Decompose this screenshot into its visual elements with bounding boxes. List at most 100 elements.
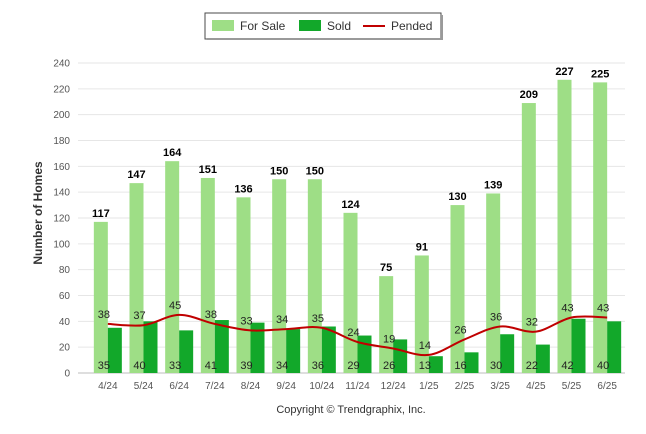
- bar-sold: [321, 326, 336, 373]
- pended-value-label: 26: [454, 324, 466, 336]
- bar-sold: [428, 356, 443, 373]
- bar-sold: [571, 318, 586, 373]
- x-tick-label: 12/24: [381, 381, 406, 392]
- legend-label: Sold: [327, 19, 351, 33]
- sold-value-label: 29: [347, 360, 359, 372]
- bar-for-sale: [486, 193, 501, 373]
- bar-for-sale: [593, 82, 608, 373]
- bar-sold: [607, 321, 622, 373]
- pended-value-label: 19: [383, 333, 395, 345]
- y-tick-label: 40: [59, 317, 71, 328]
- sold-value-label: 34: [276, 360, 288, 372]
- pended-value-label: 43: [597, 302, 609, 314]
- pended-value-label: 38: [98, 309, 110, 321]
- pended-value-label: 34: [276, 314, 288, 326]
- x-tick-label: 4/25: [526, 381, 546, 392]
- copyright: Copyright © Trendgraphix, Inc.: [276, 404, 425, 416]
- bar-sold: [500, 334, 515, 373]
- bar-sold: [393, 339, 408, 373]
- x-tick-label: 3/25: [490, 381, 510, 392]
- pended-value-label: 43: [561, 302, 573, 314]
- x-tick-label: 7/24: [205, 381, 225, 392]
- bar-for-sale: [236, 197, 251, 373]
- legend-swatch: [212, 20, 234, 31]
- pended-value-label: 33: [240, 315, 252, 327]
- x-tick-label: 1/25: [419, 381, 439, 392]
- bar-sold: [107, 327, 122, 373]
- bar-sold: [464, 352, 479, 373]
- bar-for-sale: [129, 183, 144, 373]
- x-axis: 4/24 5/24 6/24 7/24 8/24 9/24 10/24 11/24 12/24 1…: [98, 381, 617, 392]
- for-sale-value-label: 150: [306, 165, 324, 177]
- y-tick-label: 220: [53, 84, 70, 95]
- legend-label: For Sale: [240, 19, 286, 33]
- for-sale-value-label: 164: [163, 147, 182, 159]
- y-tick-label: 200: [53, 110, 70, 121]
- x-tick-label: 6/25: [597, 381, 617, 392]
- for-sale-value-label: 117: [92, 208, 110, 220]
- pended-value-label: 38: [205, 309, 217, 321]
- y-tick-label: 120: [53, 214, 70, 225]
- bar-for-sale: [200, 177, 215, 373]
- sold-value-label: 26: [383, 360, 395, 372]
- y-tick-label: 140: [53, 188, 70, 199]
- sold-value-label: 13: [419, 360, 431, 372]
- y-axis-title: Number of Homes: [31, 161, 45, 265]
- bar-sold: [535, 344, 550, 373]
- bar-for-sale: [272, 179, 287, 373]
- pended-line: [107, 313, 608, 357]
- pended-series-line: [107, 313, 608, 357]
- sold-value-label: 33: [169, 360, 181, 372]
- sold-value-label: 40: [133, 360, 145, 372]
- for-sale-value-label: 91: [416, 241, 428, 253]
- x-tick-label: 9/24: [276, 381, 296, 392]
- for-sale-value-label: 130: [448, 191, 466, 203]
- for-sale-value-label: 139: [484, 179, 502, 191]
- bar-for-sale: [93, 221, 108, 373]
- bar-for-sale: [521, 103, 536, 374]
- y-tick-label: 160: [53, 162, 70, 173]
- bar-sold: [179, 330, 194, 373]
- sold-value-label: 36: [312, 360, 324, 372]
- x-tick-label: 10/24: [309, 381, 334, 392]
- for-sale-value-label: 136: [234, 183, 252, 195]
- y-tick-label: 100: [53, 239, 70, 250]
- x-tick-label: 5/24: [134, 381, 154, 392]
- for-sale-value-label: 147: [127, 169, 145, 181]
- bar-sold: [250, 322, 265, 373]
- bar-for-sale: [343, 212, 358, 373]
- pended-value-label: 37: [133, 310, 145, 322]
- bars: [93, 79, 622, 374]
- sold-value-label: 30: [490, 360, 502, 372]
- bar-sold: [214, 320, 229, 373]
- bar-sold: [286, 329, 301, 373]
- for-sale-value-label: 75: [380, 262, 392, 274]
- x-tick-label: 6/24: [169, 381, 189, 392]
- legend-swatch: [299, 20, 321, 31]
- x-tick-label: 4/24: [98, 381, 118, 392]
- sold-value-label: 39: [240, 360, 252, 372]
- bar-for-sale: [557, 79, 572, 374]
- bar-for-sale: [450, 205, 465, 373]
- pended-value-label: 45: [169, 300, 181, 312]
- for-sale-value-label: 227: [555, 66, 573, 78]
- pended-value-label: 35: [312, 313, 324, 325]
- sold-value-label: 22: [526, 360, 538, 372]
- sold-value-label: 41: [205, 360, 217, 372]
- for-sale-value-label: 124: [341, 199, 360, 211]
- for-sale-value-label: 225: [591, 68, 609, 80]
- sold-value-label: 40: [597, 360, 609, 372]
- y-tick-label: 20: [59, 343, 71, 354]
- data-labels: 117 35 38 147 40 37 164 33 45 151 41 38 136 39 33 150 34…: [92, 66, 609, 372]
- y-tick-label: 240: [53, 59, 70, 70]
- pended-value-label: 24: [347, 327, 359, 339]
- pended-value-label: 14: [419, 340, 431, 352]
- for-sale-value-label: 209: [520, 89, 538, 101]
- y-tick-label: 0: [64, 369, 70, 380]
- bar-for-sale: [379, 276, 394, 373]
- bar-for-sale: [414, 255, 429, 373]
- y-axis: 0 20 40 60 80 100 120 140 160 180 200 220 240: [53, 59, 70, 380]
- y-tick-label: 80: [59, 265, 71, 276]
- sold-value-label: 35: [98, 360, 110, 372]
